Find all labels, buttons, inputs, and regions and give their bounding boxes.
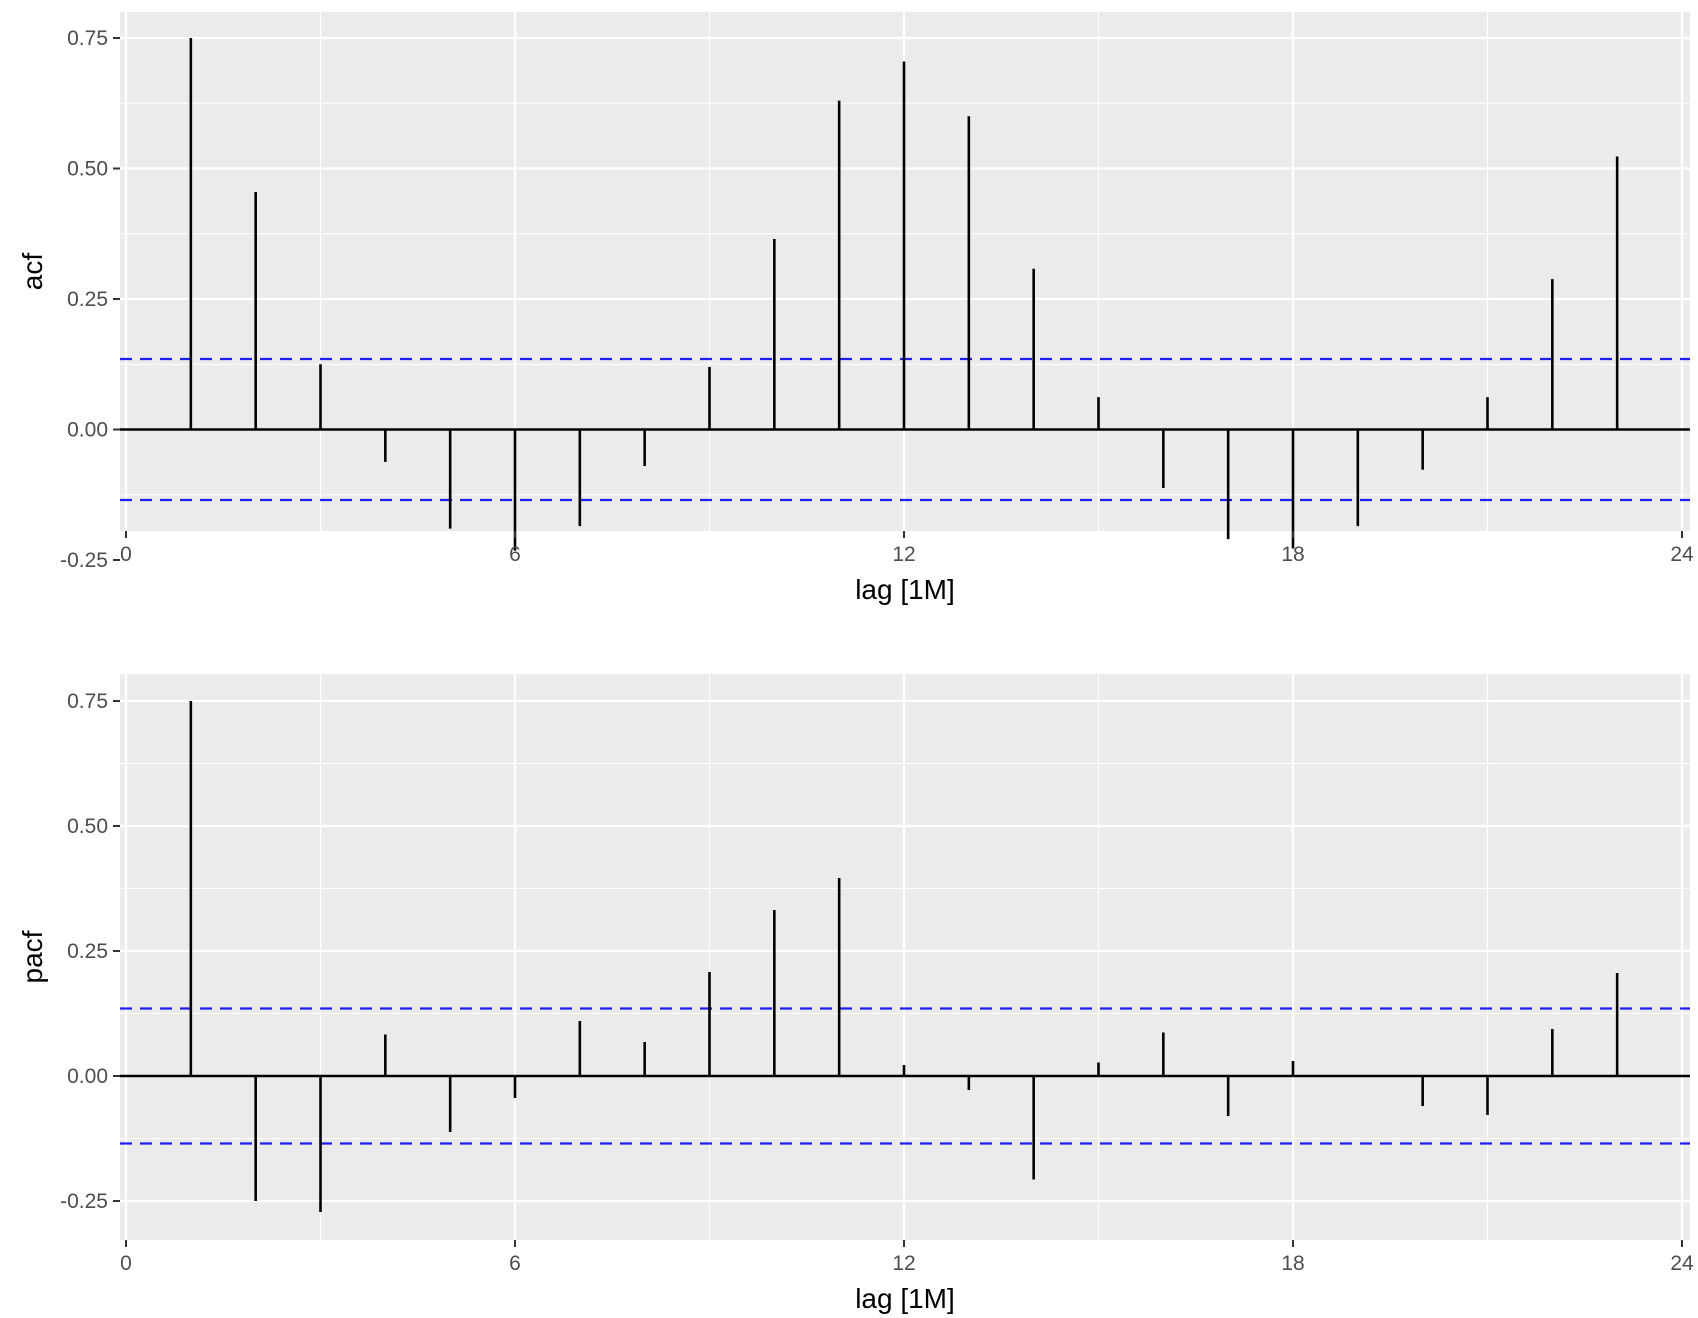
acf-x-tick-label: 12 — [892, 543, 915, 566]
pacf-y-tick-label: 0.50 — [67, 815, 108, 838]
pacf-x-tick-label: 0 — [120, 1252, 132, 1275]
acf-y-tick-label: 0.25 — [67, 288, 108, 311]
acf-x-tick-label: 24 — [1670, 543, 1694, 566]
pacf-y-axis-title: pacf — [17, 930, 48, 983]
acf-y-tick-label: 0.50 — [67, 158, 108, 181]
pacf-y-tick-label: -0.25 — [60, 1190, 108, 1213]
acf-x-tick-label: 6 — [509, 543, 521, 566]
pacf-x-tick-label: 6 — [509, 1252, 521, 1275]
pacf-y-tick-label: 0.00 — [67, 1065, 108, 1088]
pacf-x-tick-label: 18 — [1281, 1252, 1304, 1275]
acf-y-tick-label: 0.75 — [67, 27, 108, 50]
acf-x-tick-label: 0 — [120, 543, 132, 566]
pacf-x-tick-label: 24 — [1670, 1252, 1694, 1275]
pacf-x-tick-label: 12 — [892, 1252, 915, 1275]
acf-y-tick-label: 0.00 — [67, 419, 108, 442]
acf-y-tick-label: -0.25 — [60, 549, 108, 572]
acf-panel: -0.25 0.00 0.25 0.50 0.75 0 6 12 18 24 lag [1M] acf — [17, 12, 1694, 605]
acf-y-axis-title: acf — [17, 253, 48, 291]
pacf-panel: -0.25 0.00 0.25 0.50 0.75 0 6 12 18 24 lag [1M] pac… — [17, 674, 1694, 1314]
pacf-x-axis-title: lag [1M] — [855, 1283, 955, 1314]
pacf-y-tick-label: 0.25 — [67, 940, 108, 963]
pacf-y-tick-label: 0.75 — [67, 690, 108, 713]
acf-x-tick-label: 18 — [1281, 543, 1304, 566]
acf-x-axis-title: lag [1M] — [855, 574, 955, 605]
